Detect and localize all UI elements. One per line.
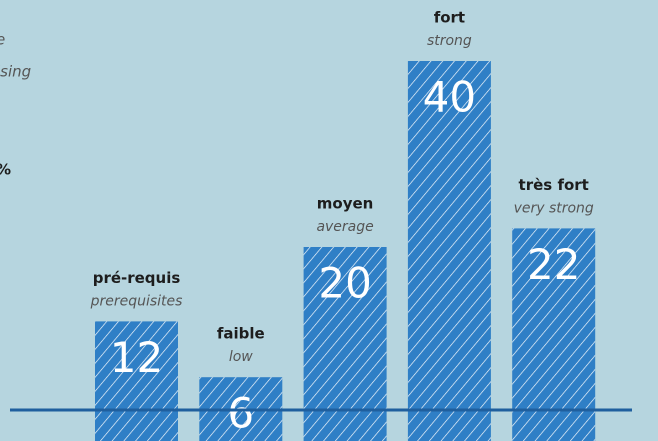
category-label: fort [434, 9, 465, 27]
value-label: 40 [423, 73, 476, 122]
category-label: très fort [519, 176, 589, 194]
value-label: 20 [318, 259, 371, 308]
category-label: pré-requis [93, 269, 181, 287]
category-label: moyen [317, 195, 374, 213]
annotation: ising [0, 63, 31, 81]
bar-hatch [407, 61, 491, 441]
bar-hatch [95, 321, 178, 441]
category-subtitle: strong [427, 33, 472, 49]
bar-hatch [512, 228, 596, 441]
category-subtitle: low [229, 349, 253, 365]
value-label: 22 [527, 240, 580, 289]
value-label: 6 [227, 389, 254, 438]
category-label: faible [217, 325, 265, 343]
category-subtitle: average [316, 219, 373, 235]
category-subtitle: prerequisites [90, 293, 183, 309]
annotation: e [0, 31, 5, 49]
category-subtitle: very strong [514, 200, 594, 216]
annotation: % [0, 161, 11, 179]
value-label: 12 [110, 333, 163, 382]
